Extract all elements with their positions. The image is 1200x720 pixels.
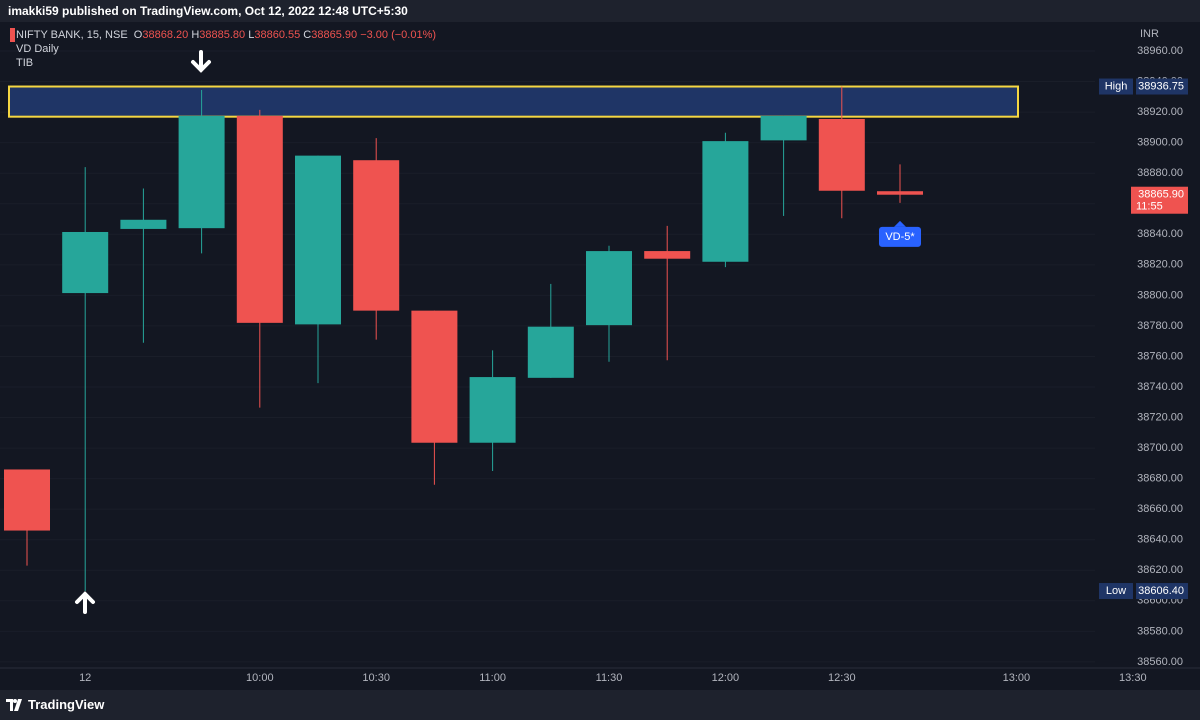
zone	[8, 85, 1019, 118]
y-tick-label: 38840.00	[1137, 228, 1183, 240]
candle-body	[877, 191, 923, 195]
x-tick-label: 10:30	[362, 672, 390, 684]
y-tick-label: 38740.00	[1137, 381, 1183, 393]
candle-body	[4, 469, 50, 531]
low-value: 38606.40	[1138, 585, 1184, 597]
symbol-flag	[10, 28, 15, 42]
symbol: NIFTY BANK, 15, NSE	[16, 29, 128, 41]
signal-label: VD-5*	[885, 231, 915, 243]
y-tick-label: 38640.00	[1137, 534, 1183, 546]
ohlc-value: 38860.55	[254, 29, 301, 41]
y-tick-label: 38880.00	[1137, 167, 1183, 179]
last-price-box	[1131, 186, 1188, 214]
ohlc-key: O	[133, 29, 143, 41]
annotation-arrows	[75, 50, 211, 614]
header-text: imakki59 published on TradingView.com, O…	[8, 4, 408, 18]
y-tick-label: 38560.00	[1137, 656, 1183, 668]
indicator: TIB	[16, 57, 34, 69]
high-name-box	[1099, 78, 1133, 95]
candle-body	[411, 310, 458, 443]
high-value-box	[1136, 78, 1188, 95]
low-value-box	[1136, 583, 1188, 600]
high-name: High	[1105, 80, 1128, 92]
candle-body	[295, 155, 341, 325]
ohlc-key: H	[191, 29, 200, 41]
logo	[6, 699, 22, 711]
y-tick-label: 38720.00	[1137, 411, 1183, 423]
x-tick-label: 11:00	[479, 672, 506, 684]
candle-body	[178, 115, 225, 229]
low-name: Low	[1106, 585, 1126, 597]
ohlc-value: 38865.90	[311, 29, 358, 41]
low-name-box	[1099, 583, 1133, 600]
x-tick-label: 11:30	[596, 672, 623, 684]
y-tick-label: 38660.00	[1137, 503, 1183, 515]
y-tick-label: 38780.00	[1137, 320, 1183, 332]
candle-body	[236, 115, 283, 323]
x-tick-label: 10:00	[246, 672, 274, 684]
change: −3.00 (−0.01%)	[360, 29, 437, 41]
ohlc-value: 38885.80	[199, 29, 246, 41]
high-value: 38936.75	[1138, 80, 1184, 92]
legend: NIFTY BANK, 15, NSE O38868.20 H38885.80 …	[16, 28, 436, 70]
ohlc-value: 38868.20	[142, 29, 189, 41]
candle-body	[818, 118, 865, 191]
ohlc-key: L	[248, 29, 255, 41]
countdown: 11:55	[1136, 201, 1163, 213]
candle-body	[644, 251, 691, 259]
y-tick-label: 38960.00	[1137, 45, 1183, 57]
candle-body	[469, 377, 516, 443]
indicator: VD Daily	[16, 43, 59, 55]
y-tick-label: 38620.00	[1137, 564, 1183, 576]
y-tick-label: 38900.00	[1137, 137, 1183, 149]
y-tick-label: 38680.00	[1137, 473, 1183, 485]
x-tick-label: 12	[79, 672, 91, 684]
brand: TradingView	[28, 697, 105, 712]
candle-body	[120, 219, 167, 229]
currency: INR	[1140, 28, 1159, 40]
y-tick-label: 38800.00	[1137, 289, 1183, 301]
candle-body	[62, 231, 109, 294]
x-tick-label: 13:00	[1003, 672, 1031, 684]
x-tick-label: 12:30	[828, 672, 856, 684]
candle-body	[760, 115, 807, 141]
candle-body	[702, 141, 749, 262]
last-price: 38865.90	[1138, 189, 1184, 201]
price-axis	[1095, 22, 1200, 690]
signal-box	[879, 226, 921, 247]
y-tick-label: 38580.00	[1137, 625, 1183, 637]
candle-body	[586, 251, 632, 326]
candle-body	[527, 326, 574, 378]
footer: TradingView	[0, 690, 1200, 720]
y-tick-label: 38820.00	[1137, 259, 1183, 271]
x-tick-label: 13:30	[1119, 672, 1147, 684]
y-tick-label: 38760.00	[1137, 350, 1183, 362]
header: imakki59 published on TradingView.com, O…	[0, 0, 1200, 22]
signal-pointer	[894, 220, 906, 227]
x-tick-label: 12:00	[712, 672, 740, 684]
y-tick-label: 38920.00	[1137, 106, 1183, 118]
y-tick-label: 38700.00	[1137, 442, 1183, 454]
candle-body	[353, 160, 400, 311]
ohlc-key: C	[303, 29, 312, 41]
